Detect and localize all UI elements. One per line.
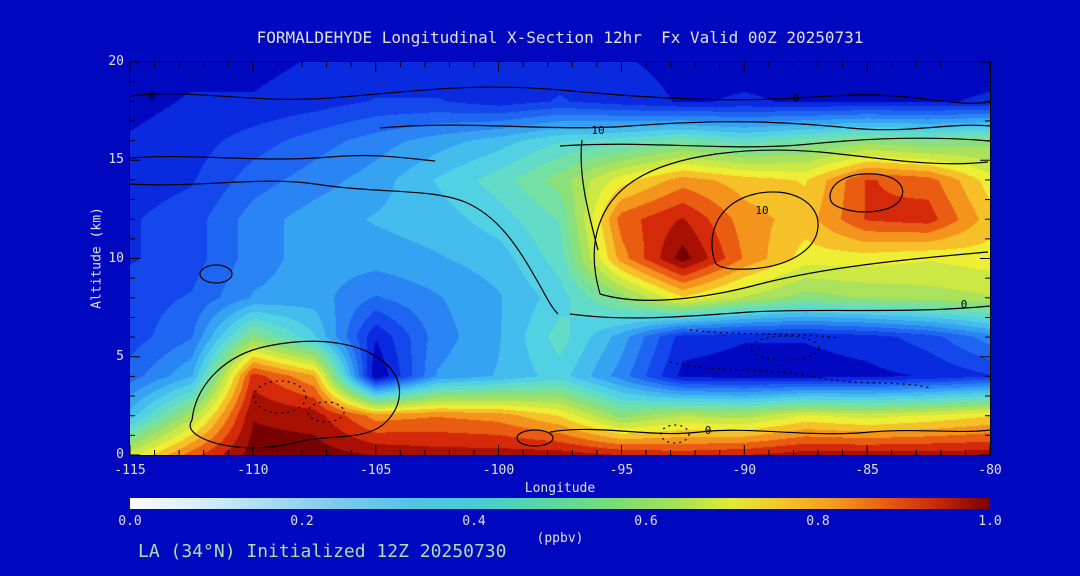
x-tick-label: -115 [114,463,146,478]
x-tick-label: -100 [482,463,515,478]
y-tick-label: 20 [108,54,124,69]
contour-line [189,340,401,449]
contour-label: 0 [149,90,156,103]
x-tick-label: -80 [978,463,1002,478]
contour-label: 10 [755,204,768,217]
colorbar-tick-label: 0.2 [290,514,314,529]
colorbar-tick-label: 0.0 [118,514,142,529]
contour-line [599,251,989,301]
contour-line [549,428,990,435]
init-info-text: LA (34°N) Initialized 12Z 20250730 [138,541,507,562]
contour-line-dashed [660,424,690,444]
contour-line [580,139,599,251]
x-tick-label: -85 [855,463,879,478]
contour-line [199,264,233,284]
contour-line [516,429,554,447]
x-tick-label: -105 [360,463,392,478]
y-tick-label: 5 [116,348,124,364]
colorbar-unit-label: (ppbv) [536,531,584,546]
contour-label: 0 [793,92,800,105]
plot-area: 0 0 10 10 0 0 [129,61,991,456]
contour-line [829,173,904,213]
contour-line-dashed [253,380,307,414]
contour-lines [130,86,990,449]
contour-line [130,180,559,315]
contour-label: 10 [591,124,604,137]
y-tick-label: 15 [108,152,124,168]
contour-line-dashed [750,335,820,361]
chart-title: FORMALDEHYDE Longitudinal X-Section 12hr… [256,28,864,47]
colorbar-tick-label: 0.6 [634,514,658,529]
contour-line [130,154,436,162]
contour-line [559,137,990,148]
contour-line [379,121,990,131]
contour-line [130,86,990,104]
contour-line [569,305,990,319]
y-tick-label: 0 [116,447,124,462]
colorbar [130,498,990,509]
contour-line-dashed [669,361,931,389]
contour-line [593,149,989,295]
contour-label: 0 [705,424,712,437]
contour-line [711,191,819,270]
colorbar-tick-label: 0.4 [462,514,486,529]
y-tick-label: 10 [108,250,124,266]
x-axis-title: Longitude [524,481,596,496]
contour-line-dashed [689,329,841,339]
axis-ticks [130,62,990,455]
x-tick-label: -110 [237,463,269,478]
contour-label: 0 [961,298,968,311]
contour-labels: 0 0 10 10 0 0 [149,90,968,437]
x-tick-label: -90 [732,463,757,478]
contour-overlay: 0 0 10 10 0 0 [130,62,990,455]
colorbar-tick-label: 1.0 [978,514,1002,529]
colorbar-tick-label: 0.8 [806,514,830,529]
contour-line-dashed [307,401,345,423]
x-tick-label: -95 [609,463,634,478]
